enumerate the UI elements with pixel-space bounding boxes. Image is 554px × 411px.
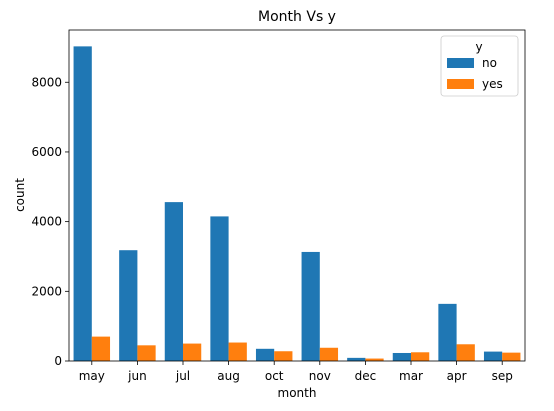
bar-yes-jul: [183, 343, 202, 361]
legend-swatch-yes: [447, 79, 474, 89]
y-axis-label: count: [13, 178, 27, 212]
y-tick-label: 4000: [31, 215, 62, 229]
plot-frame: [68, 29, 526, 362]
y-tick-label: 0: [54, 354, 62, 368]
bar-yes-aug: [228, 342, 247, 361]
bar-yes-may: [91, 336, 111, 361]
bar-no-nov: [301, 251, 320, 361]
x-tick-label: jul: [175, 369, 190, 383]
legend-items: no yes: [447, 56, 503, 91]
x-axis-label: month: [278, 386, 317, 400]
bars-group: [73, 46, 521, 361]
legend-label-no: no: [482, 56, 497, 70]
x-tick-label: apr: [447, 369, 467, 383]
x-tick-label: aug: [217, 369, 240, 383]
bar-no-dec: [347, 357, 366, 361]
y-tick-label: 6000: [31, 145, 62, 159]
x-tick-label: jun: [127, 369, 147, 383]
x-tick-label: dec: [355, 369, 377, 383]
x-tick-label: may: [79, 369, 105, 383]
chart-title: Month Vs y: [258, 9, 336, 25]
bar-yes-jun: [137, 345, 156, 361]
legend-title: y: [475, 40, 482, 54]
x-tick-label: sep: [492, 369, 513, 383]
legend-label-yes: yes: [482, 77, 503, 91]
y-tick-label: 8000: [31, 75, 62, 89]
bar-no-may: [73, 46, 92, 361]
bar-yes-mar: [411, 352, 430, 361]
legend-swatch-no: [447, 58, 474, 68]
bar-yes-sep: [502, 352, 521, 361]
bar-no-sep: [483, 351, 503, 361]
x-tick-label: nov: [309, 369, 331, 383]
x-tick-label: mar: [399, 369, 423, 383]
y-tick-label: 2000: [31, 284, 62, 298]
x-axis-ticks: may jun jul aug oct nov dec mar apr sep: [79, 361, 513, 383]
x-tick-label: oct: [265, 369, 284, 383]
bar-no-mar: [392, 352, 411, 361]
bar-yes-oct: [274, 351, 293, 361]
bar-no-apr: [438, 303, 457, 361]
bar-no-oct: [255, 348, 275, 361]
legend: y no yes: [440, 35, 519, 97]
bar-yes-nov: [319, 347, 339, 361]
bar-yes-apr: [456, 344, 475, 361]
bar-no-jun: [119, 250, 138, 361]
bar-yes-dec: [365, 358, 384, 361]
bar-no-jul: [164, 202, 183, 361]
y-axis-ticks: 0 2000 4000 6000 8000: [31, 75, 69, 368]
bar-no-aug: [210, 216, 229, 361]
